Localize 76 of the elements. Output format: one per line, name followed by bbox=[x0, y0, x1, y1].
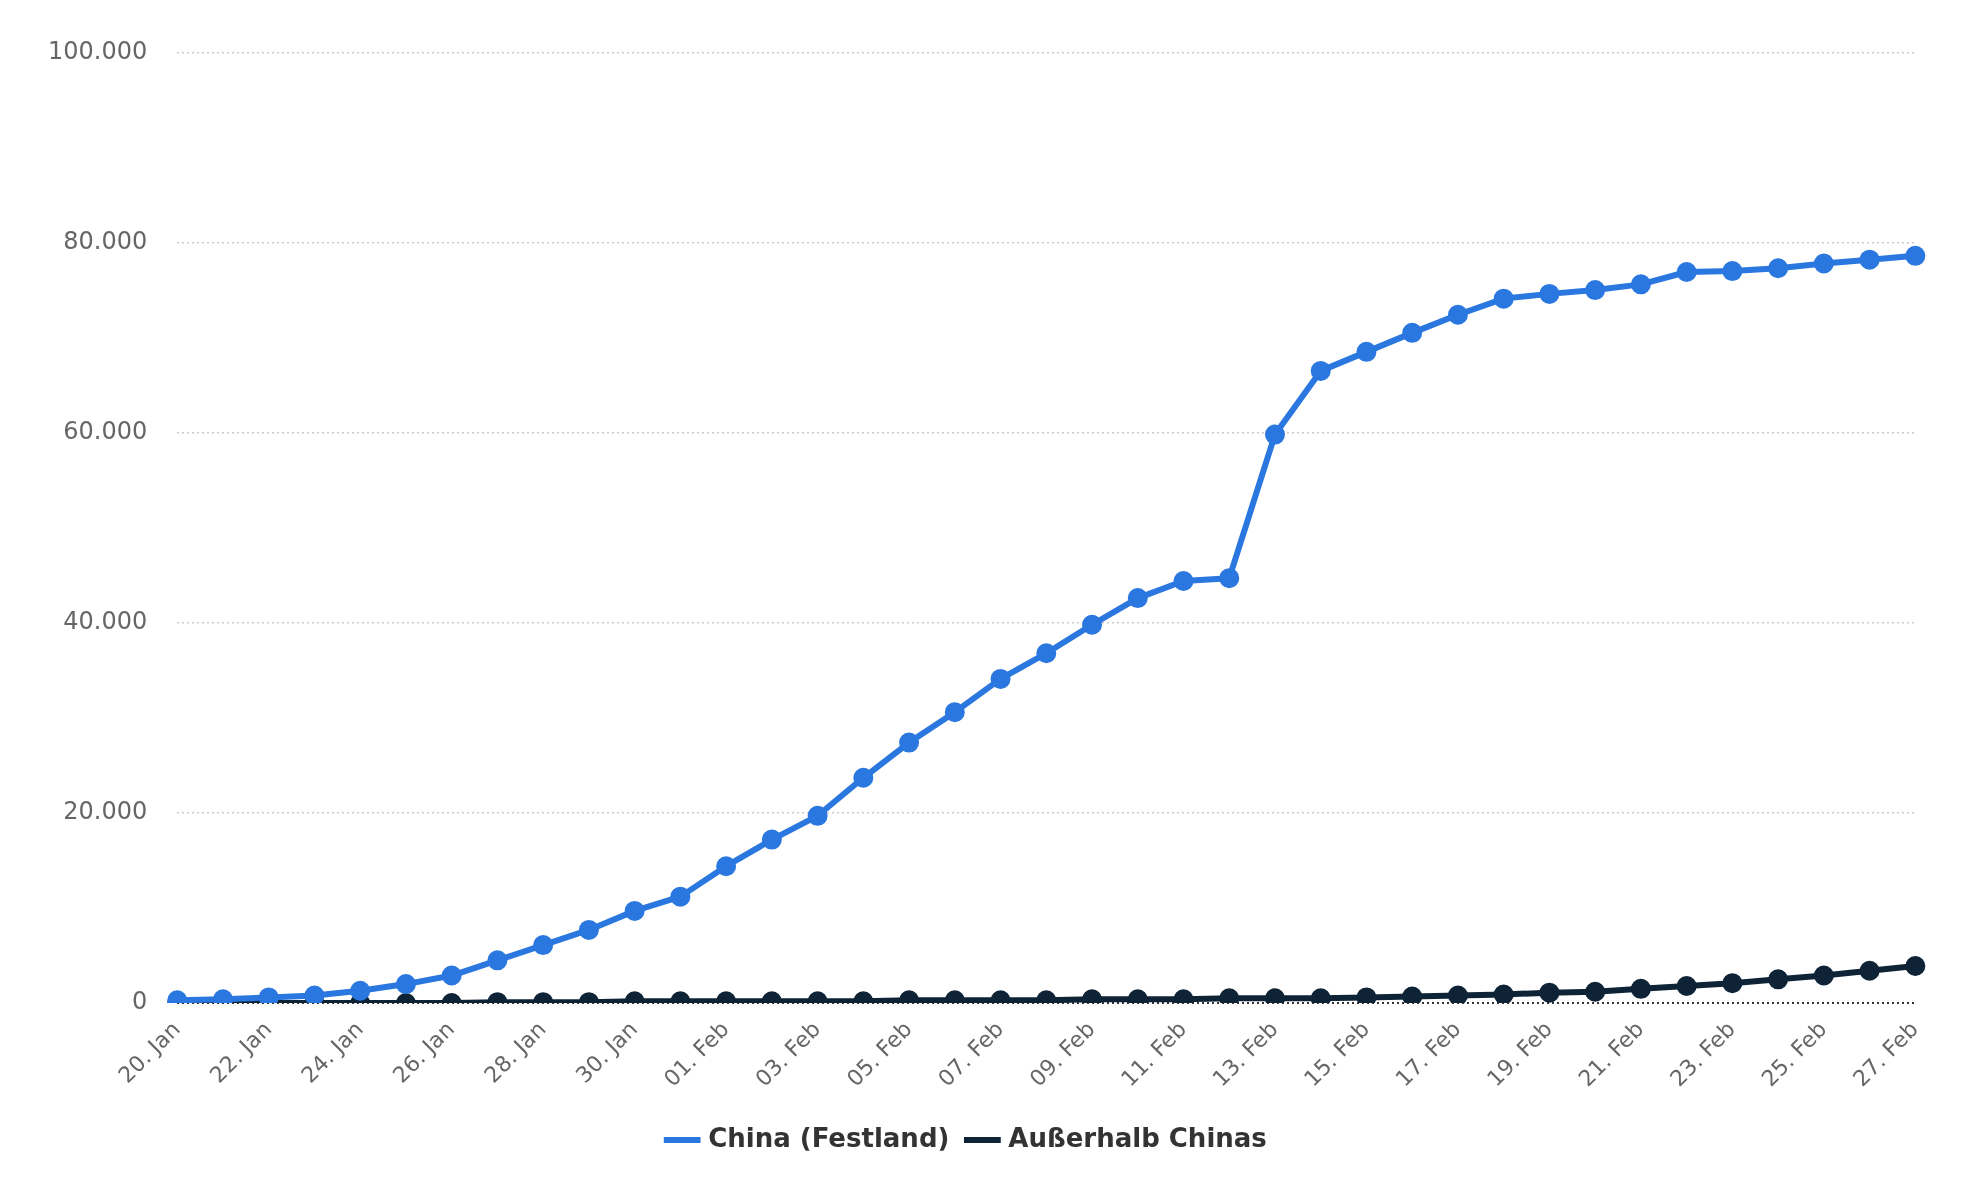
point bbox=[899, 732, 920, 753]
x-tick-label: 07. Feb bbox=[933, 1016, 1009, 1092]
y-tick-label: 0 bbox=[131, 987, 148, 1016]
x-tick-label: 23. Feb bbox=[1665, 1016, 1740, 1092]
x-tick-label: 05. Feb bbox=[841, 1016, 917, 1092]
point bbox=[1127, 588, 1148, 609]
point bbox=[944, 702, 965, 723]
point bbox=[1447, 304, 1468, 325]
point bbox=[1402, 986, 1423, 1004]
y-tick-label: 40.000 bbox=[63, 607, 148, 636]
x-tick-label: 01. Feb bbox=[658, 1016, 734, 1092]
point bbox=[1676, 262, 1697, 283]
point bbox=[1493, 984, 1514, 1004]
legend-label: Außerhalb Chinas bbox=[1008, 1122, 1267, 1153]
x-tick-label: 20. Jan bbox=[113, 1016, 185, 1088]
point bbox=[1539, 283, 1560, 304]
point bbox=[350, 980, 371, 1001]
point bbox=[1585, 981, 1606, 1002]
point bbox=[533, 935, 554, 956]
point bbox=[624, 900, 645, 921]
legend-label: China (Festland) bbox=[708, 1122, 950, 1153]
point bbox=[1264, 424, 1285, 445]
point bbox=[1310, 360, 1331, 381]
point bbox=[1768, 258, 1789, 279]
x-tick-label: 21. Feb bbox=[1573, 1016, 1649, 1092]
x-tick-label: 11. Feb bbox=[1116, 1016, 1192, 1092]
point bbox=[1859, 960, 1880, 981]
point bbox=[395, 974, 416, 995]
point bbox=[441, 965, 462, 986]
point bbox=[670, 886, 691, 907]
x-tick-label: 17. Feb bbox=[1390, 1016, 1466, 1092]
x-tick-label: 03. Feb bbox=[750, 1016, 826, 1092]
point bbox=[1768, 969, 1789, 990]
point bbox=[1356, 341, 1377, 362]
point bbox=[1539, 982, 1560, 1003]
point bbox=[1722, 973, 1743, 994]
point bbox=[1447, 985, 1468, 1004]
point bbox=[1630, 978, 1651, 999]
y-tick-label: 80.000 bbox=[63, 226, 148, 255]
point bbox=[578, 919, 599, 940]
point bbox=[1585, 280, 1606, 301]
x-tick-label: 25. Feb bbox=[1756, 1016, 1832, 1092]
x-tick-label: 09. Feb bbox=[1024, 1016, 1100, 1092]
point bbox=[1905, 245, 1926, 266]
point bbox=[1859, 249, 1880, 270]
point bbox=[807, 805, 828, 826]
point bbox=[1082, 614, 1103, 635]
x-tick-label: 15. Feb bbox=[1299, 1016, 1375, 1092]
point bbox=[1036, 643, 1057, 664]
point bbox=[1676, 975, 1697, 996]
point bbox=[853, 767, 874, 788]
point bbox=[1630, 274, 1651, 295]
point bbox=[761, 829, 782, 850]
point bbox=[304, 985, 325, 1004]
x-tick-label: 13. Feb bbox=[1207, 1016, 1283, 1092]
point bbox=[716, 856, 737, 877]
x-tick-label: 27. Feb bbox=[1848, 1016, 1923, 1092]
x-tick-label: 28. Jan bbox=[479, 1016, 551, 1088]
point bbox=[1905, 956, 1926, 977]
x-tick-label: 24. Jan bbox=[296, 1016, 368, 1088]
point bbox=[1722, 261, 1743, 282]
x-tick-label: 26. Jan bbox=[387, 1016, 460, 1088]
point bbox=[487, 950, 508, 971]
point bbox=[1219, 568, 1240, 589]
x-tick-label: 19. Feb bbox=[1482, 1016, 1557, 1092]
point bbox=[1493, 288, 1514, 309]
point bbox=[1813, 965, 1834, 986]
x-tick-label: 22. Jan bbox=[204, 1016, 277, 1088]
y-tick-label: 60.000 bbox=[63, 416, 148, 445]
x-tick-label: 30. Jan bbox=[570, 1016, 643, 1088]
y-tick-label: 100.000 bbox=[48, 36, 148, 65]
y-tick-label: 20.000 bbox=[63, 797, 148, 826]
point bbox=[990, 668, 1011, 689]
point bbox=[1813, 253, 1834, 274]
point bbox=[1173, 570, 1194, 591]
point bbox=[1402, 322, 1423, 343]
